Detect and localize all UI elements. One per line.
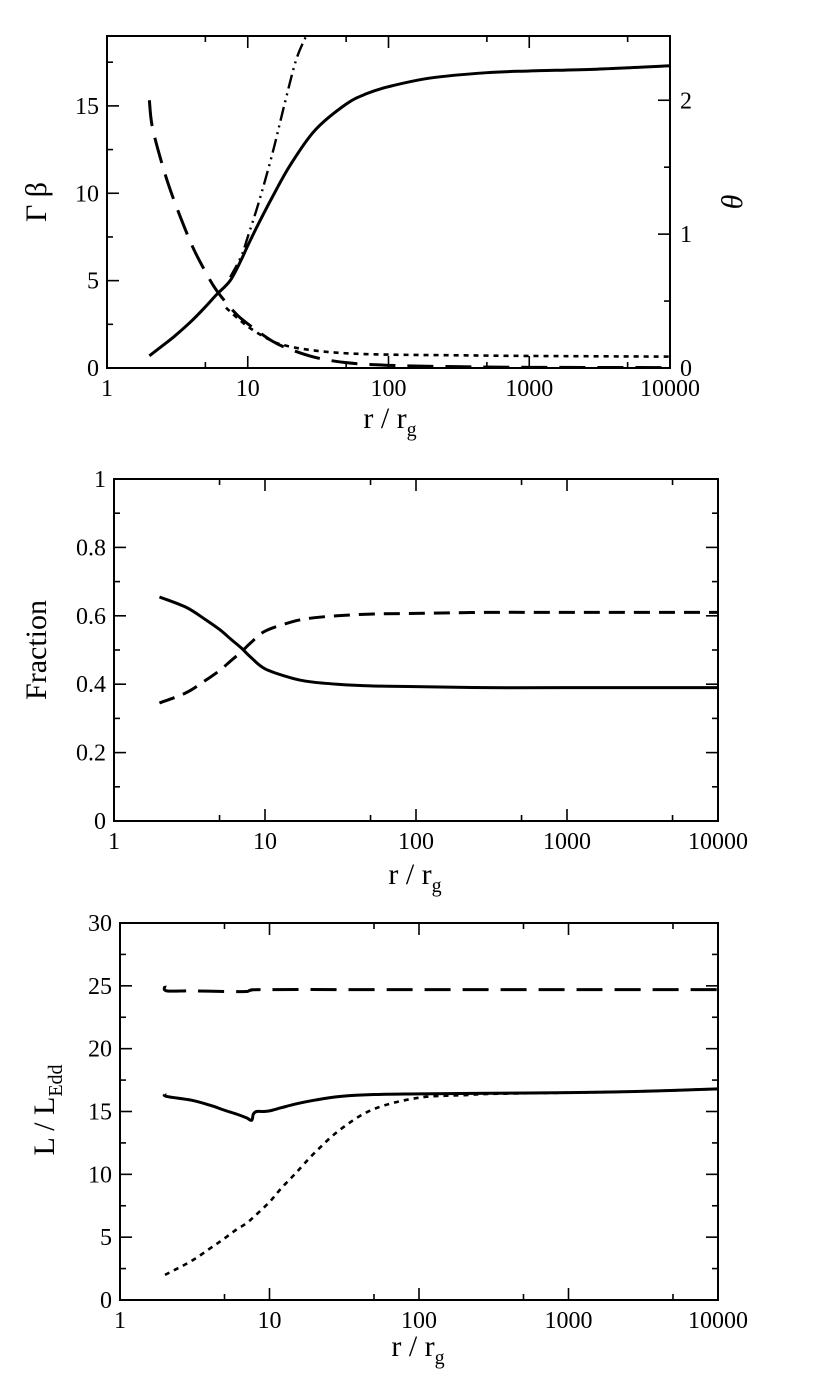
plot-area-2 <box>158 595 718 705</box>
y-axis-label-3: L / LEdd <box>28 1064 67 1155</box>
y-tick-label: 30 <box>88 911 112 937</box>
y-tick-label: 25 <box>88 974 112 1000</box>
plot-frame <box>113 478 719 822</box>
plot-frame <box>119 922 719 1301</box>
y-tick-label: 20 <box>88 1037 112 1063</box>
x-axis-label-2: r / rg <box>388 858 441 897</box>
x-axis-label-1: r / rg <box>363 402 416 441</box>
y-tick-label: 0.6 <box>76 604 106 630</box>
y-tick-label: 15 <box>75 94 99 120</box>
panel-fraction: 1 10 100 1000 10000 0 0.2 0.4 0.6 0.8 1 r / rg Fra… <box>20 467 748 897</box>
axes-3: 1 10 100 1000 10000 0 5 10 15 20 25 30 <box>88 911 748 1334</box>
axes-2: 1 10 100 1000 10000 0 0.2 0.4 0.6 0.8 1 <box>76 467 748 855</box>
plot-area-1 <box>147 36 670 368</box>
y-tick-label: 0.4 <box>76 672 106 698</box>
series-solid <box>162 1087 718 1122</box>
series-dash-dot-dot <box>229 36 308 278</box>
y2-tick-label: 2 <box>680 88 692 114</box>
x-tick-label: 10000 <box>688 1308 748 1334</box>
series-short-dash <box>225 306 670 358</box>
x-tick-label: 10 <box>258 1308 282 1334</box>
y-tick-label: 0.8 <box>76 535 106 561</box>
plot-area-3 <box>162 985 718 1277</box>
x-tick-label: 100 <box>401 1308 437 1334</box>
x-tick-label: 10 <box>253 829 277 855</box>
series-solid <box>158 595 718 690</box>
panel-luminosity: 1 10 100 1000 10000 0 5 10 15 20 25 30 r / rg L / L… <box>28 911 748 1369</box>
y-tick-label: 5 <box>87 269 99 295</box>
x-tick-label: 10 <box>236 376 260 402</box>
series-dashed <box>158 610 718 705</box>
x-tick-label: 1000 <box>545 1308 593 1334</box>
y-axis-label-2: Fraction <box>20 600 53 700</box>
y-tick-label: 10 <box>75 181 99 207</box>
x-tick-label: 100 <box>398 829 434 855</box>
y-tick-label: 15 <box>88 1100 112 1126</box>
x-tick-label: 1 <box>114 1308 126 1334</box>
y2-tick-label: 0 <box>680 356 692 382</box>
y2-tick-label: 1 <box>680 222 692 248</box>
y-tick-label: 5 <box>100 1225 112 1251</box>
x-tick-label: 1000 <box>543 829 591 855</box>
series-long-dash <box>147 100 670 368</box>
y-tick-label: 0 <box>87 356 99 382</box>
y-tick-label: 10 <box>88 1162 112 1188</box>
y-tick-label: 0 <box>94 809 106 835</box>
series-solid <box>148 64 670 357</box>
y-tick-label: 0 <box>100 1288 112 1314</box>
x-tick-label: 10000 <box>688 829 748 855</box>
x-axis-label-3: r / rg <box>391 1330 444 1369</box>
y-axis-label-1: Γ β <box>20 182 53 222</box>
y2-axis-label-1: θ <box>716 194 749 209</box>
x-tick-label: 1 <box>101 376 113 402</box>
x-tick-label: 10000 <box>640 376 700 402</box>
x-tick-label: 1000 <box>505 376 553 402</box>
x-tick-label: 1 <box>108 829 120 855</box>
y-tick-label: 0.2 <box>76 741 106 767</box>
y-tick-label: 1 <box>94 467 106 493</box>
series-short-dash <box>164 1087 718 1277</box>
x-tick-label: 100 <box>371 376 407 402</box>
series-long-dash <box>162 985 718 994</box>
